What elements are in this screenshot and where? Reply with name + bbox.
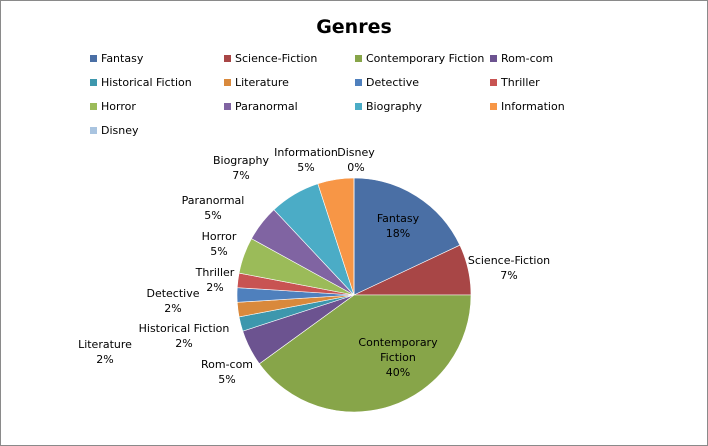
data-label-value-paranormal: 5% (204, 209, 221, 222)
data-label-value-contemporary-fiction: 40% (386, 366, 410, 379)
data-label-biography: Biography 7% (213, 154, 270, 182)
data-label-value-literature: 2% (96, 353, 113, 366)
data-label-horror: Horror 5% (202, 230, 237, 258)
legend-swatch-historical-fiction (90, 79, 97, 86)
data-label-name-information: Information (274, 146, 338, 159)
data-labels: Fantasy 18% Science-Fiction 7% Contemporary F… (78, 146, 550, 386)
data-label-name-rom-com: Rom-com (201, 358, 253, 371)
data-label-name-literature: Literature (78, 338, 132, 351)
data-label-value-disney: 0% (347, 161, 364, 174)
legend-label-disney: Disney (101, 124, 139, 137)
legend-swatch-fantasy (90, 55, 97, 62)
data-label-information: Information 5% (274, 146, 338, 174)
data-label-value-historical-fiction: 2% (175, 337, 192, 350)
legend-label-information: Information (501, 100, 565, 113)
data-label-science-fiction: Science-Fiction 7% (468, 254, 550, 282)
legend-swatch-biography (355, 103, 362, 110)
data-label-contemporary-fiction: Contemporary Fiction 40% (358, 336, 438, 379)
legend-label-literature: Literature (235, 76, 289, 89)
slice-fantasy (353, 177, 461, 296)
data-label-name-science-fiction: Science-Fiction (468, 254, 550, 267)
data-label-name-biography: Biography (213, 154, 270, 167)
legend-swatch-horror (90, 103, 97, 110)
data-label-rom-com: Rom-com 5% (201, 358, 253, 386)
legend: Fantasy Science-Fiction Contemporary Ficti… (90, 52, 565, 137)
data-label-value-science-fiction: 7% (500, 269, 517, 282)
legend-swatch-disney (90, 127, 97, 134)
data-label-value-thriller: 2% (206, 281, 223, 294)
legend-label-contemporary-fiction: Contemporary Fiction (366, 52, 484, 65)
data-label-name-disney: Disney (337, 146, 375, 159)
legend-label-thriller: Thriller (500, 76, 540, 89)
data-label-name-detective: Detective (146, 287, 199, 300)
data-label-value-horror: 5% (210, 245, 227, 258)
legend-label-detective: Detective (366, 76, 419, 89)
slice-contemporary-fiction (258, 294, 472, 413)
legend-label-rom-com: Rom-com (501, 52, 553, 65)
legend-swatch-rom-com (490, 55, 497, 62)
legend-label-fantasy: Fantasy (101, 52, 144, 65)
legend-swatch-thriller (490, 79, 497, 86)
legend-swatch-literature (224, 79, 231, 86)
data-label-value-rom-com: 5% (218, 373, 235, 386)
data-label-value-biography: 7% (232, 169, 249, 182)
data-label-paranormal: Paranormal 5% (182, 194, 245, 222)
data-label-fantasy: Fantasy 18% (377, 212, 420, 240)
data-label-name-paranormal: Paranormal (182, 194, 245, 207)
data-label-value-information: 5% (297, 161, 314, 174)
legend-label-historical-fiction: Historical Fiction (101, 76, 192, 89)
pie-slices (236, 177, 472, 413)
legend-swatch-paranormal (224, 103, 231, 110)
data-label-name-thriller: Thriller (195, 266, 235, 279)
legend-label-paranormal: Paranormal (235, 100, 298, 113)
data-label-name-fantasy: Fantasy (377, 212, 420, 225)
legend-swatch-detective (355, 79, 362, 86)
legend-swatch-information (490, 103, 497, 110)
data-label-value-fantasy: 18% (386, 227, 410, 240)
data-label-name-horror: Horror (202, 230, 237, 243)
data-label-detective: Detective 2% (146, 287, 199, 315)
data-label-name-historical-fiction: Historical Fiction (139, 322, 230, 335)
data-label-historical-fiction: Historical Fiction 2% (139, 322, 230, 350)
data-label-thriller: Thriller 2% (195, 266, 235, 294)
data-label-value-detective: 2% (164, 302, 181, 315)
data-label-name-contemporary-fiction-1: Fiction (380, 351, 416, 364)
data-label-name-contemporary-fiction-0: Contemporary (358, 336, 438, 349)
legend-label-horror: Horror (101, 100, 136, 113)
legend-swatch-science-fiction (224, 55, 231, 62)
chart-title: Genres (316, 16, 392, 38)
legend-label-biography: Biography (366, 100, 423, 113)
data-label-literature: Literature 2% (78, 338, 132, 366)
legend-label-science-fiction: Science-Fiction (235, 52, 317, 65)
data-label-disney: Disney 0% (337, 146, 375, 174)
legend-swatch-contemporary-fiction (355, 55, 362, 62)
